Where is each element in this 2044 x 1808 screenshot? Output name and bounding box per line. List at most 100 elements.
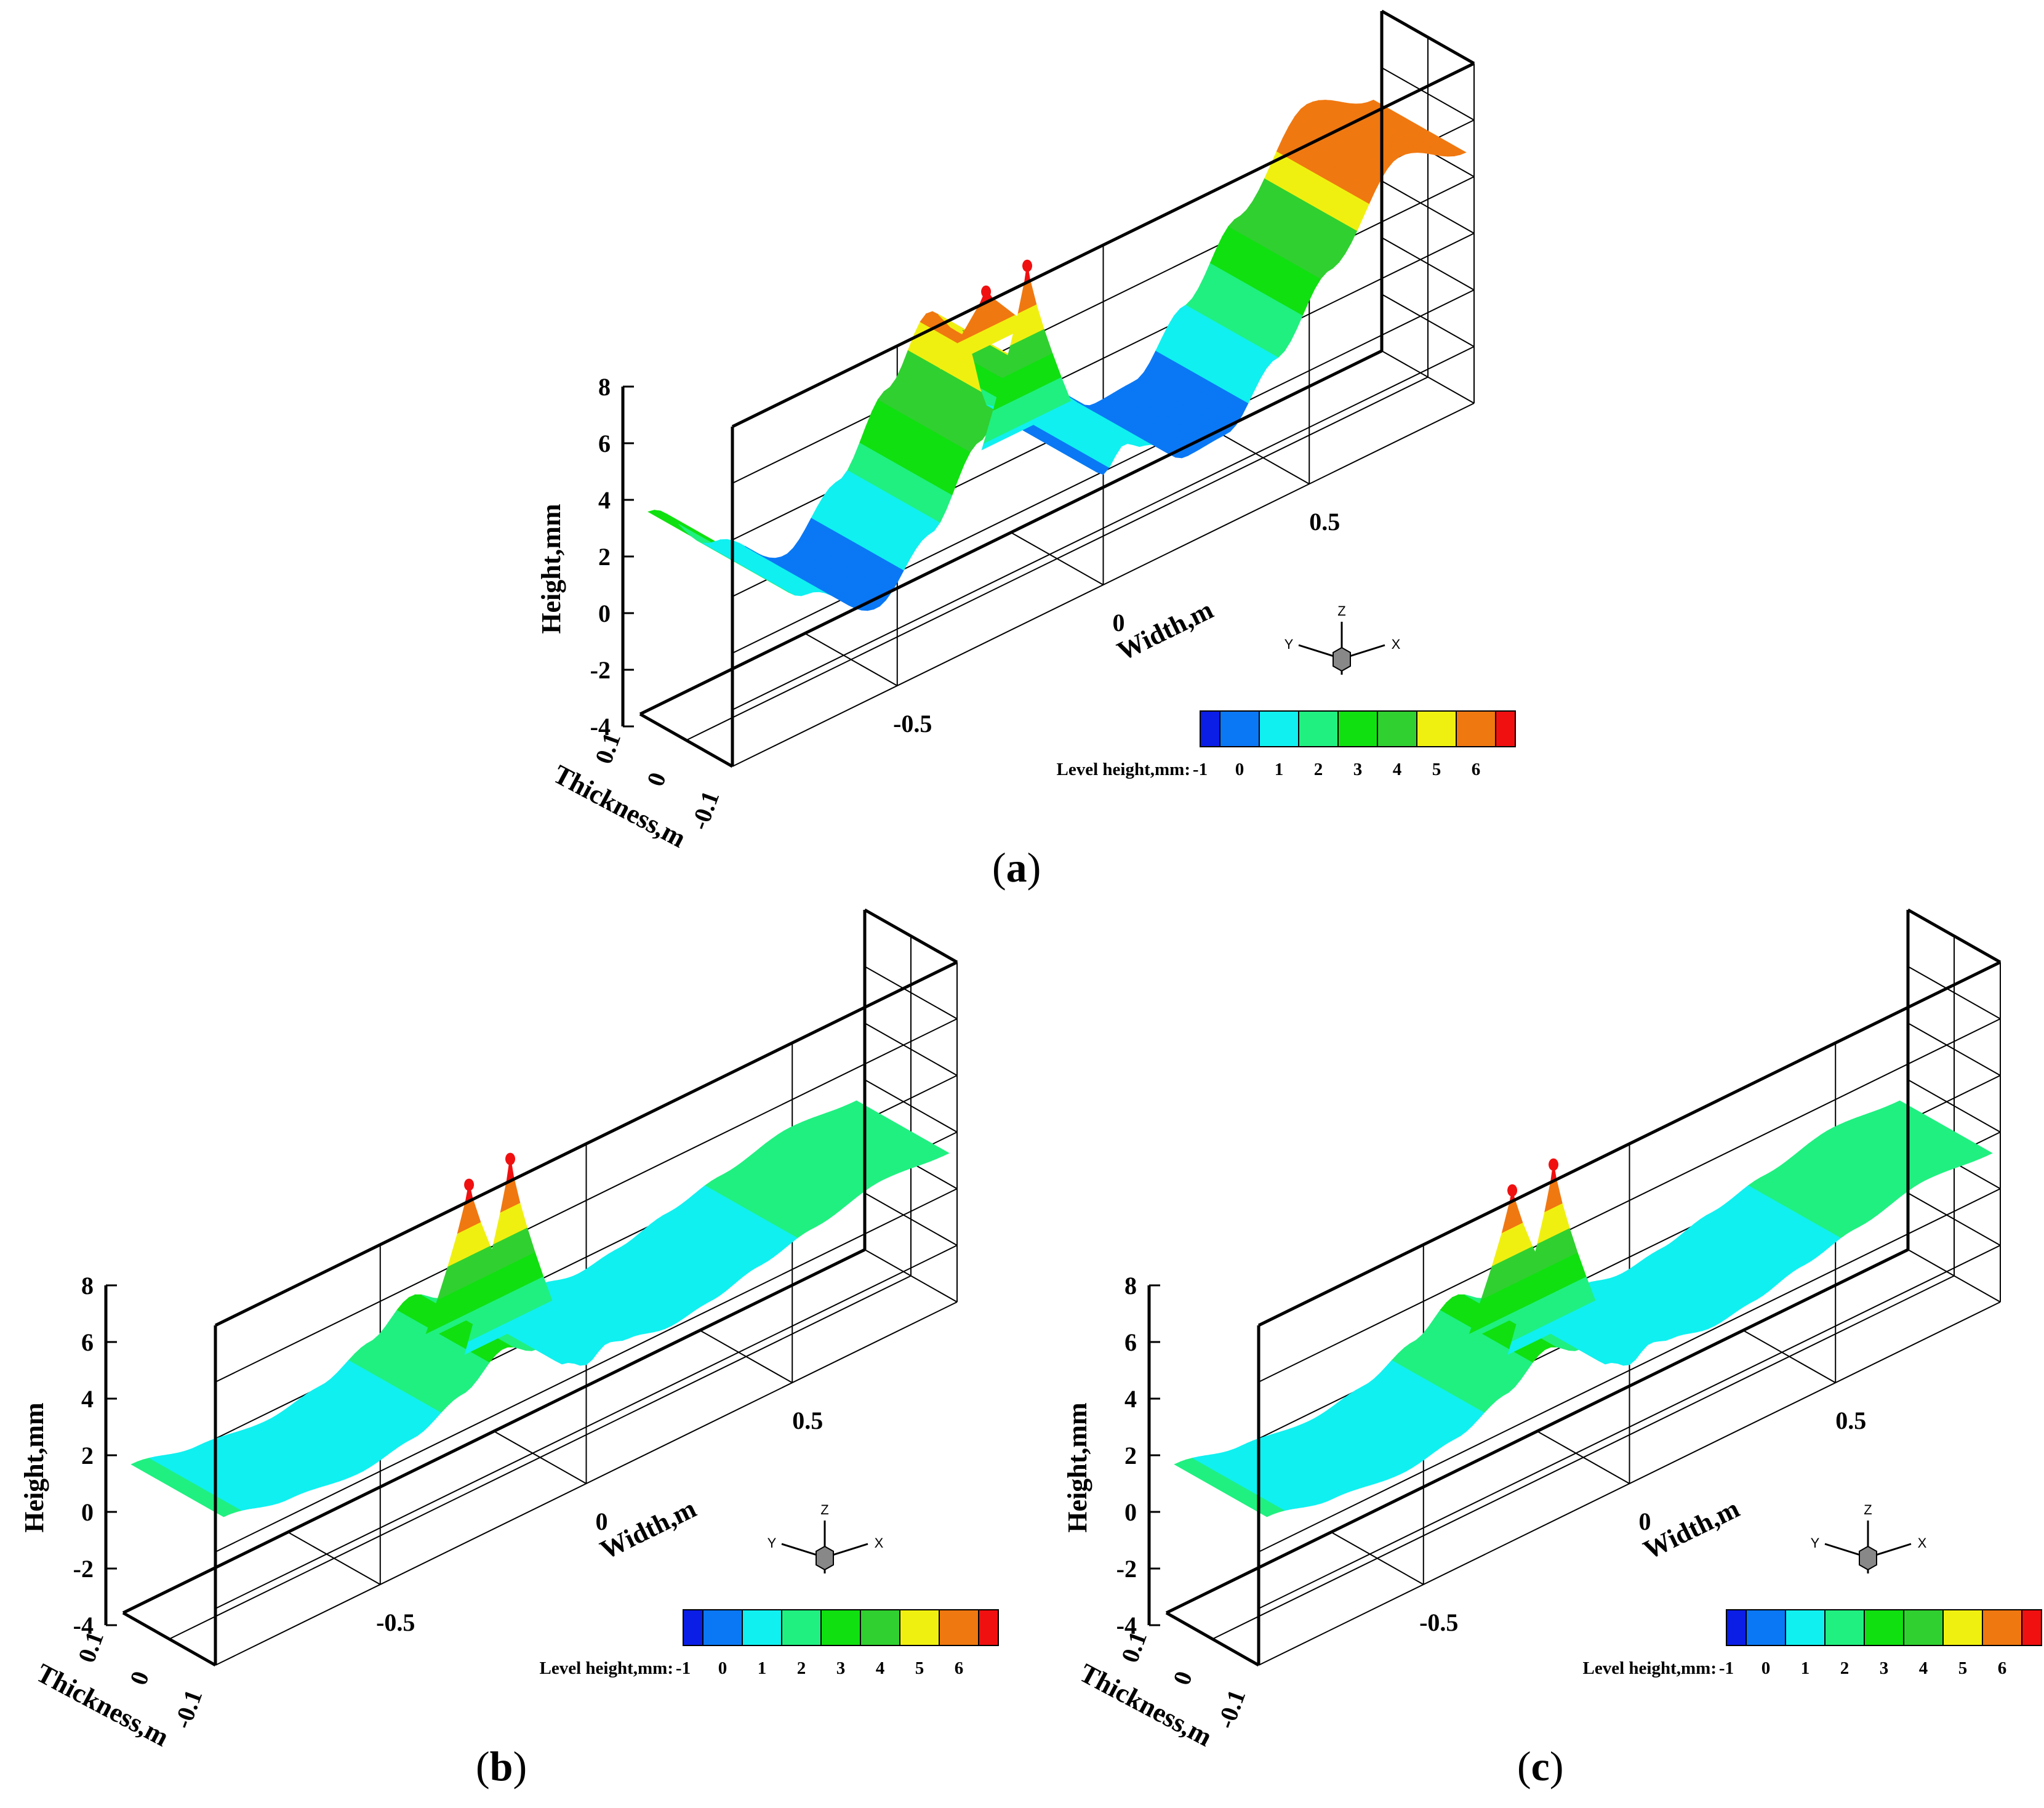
- frame-c: [1147, 908, 2002, 1667]
- legend-level-label: 4: [876, 1658, 885, 1678]
- legend-level-label: 0: [1761, 1658, 1771, 1678]
- legend-swatch: [1745, 1609, 1786, 1646]
- legend-level-label: 3: [1353, 760, 1363, 779]
- legend-swatch: [1259, 710, 1299, 747]
- legend-swatch: [683, 1609, 703, 1646]
- legend-level-label: 4: [1393, 760, 1402, 779]
- surface-c: [1174, 1100, 1993, 1517]
- z-tick-label: 6: [1124, 1328, 1137, 1356]
- peak-band: [506, 1156, 515, 1182]
- triad-z-label: Z: [1337, 603, 1345, 619]
- z-tick-label: 0: [598, 600, 611, 627]
- legend-swatch: [2021, 1609, 2042, 1646]
- z-tick-label: 2: [81, 1442, 94, 1469]
- triad-cube: [1859, 1545, 1877, 1571]
- z-tick-label: -2: [1116, 1555, 1137, 1583]
- legend-swatch: [781, 1609, 822, 1646]
- legend-level-label: 3: [836, 1658, 846, 1678]
- frame-edge: [214, 960, 958, 1327]
- legend-level-label: 3: [1880, 1658, 1889, 1678]
- legend-level-label: -1: [1193, 760, 1208, 779]
- x-axis-label: Width,m: [1638, 1493, 1744, 1565]
- floor-centerline: [686, 376, 1429, 741]
- legend-swatch: [1903, 1609, 1944, 1646]
- z-tick-label: -4: [590, 713, 611, 741]
- chart-panel-c: 8 6 4 2 0 -2 -4 -0.5 0 0.5 0.1 0 -0.1 Height,mm Width,…: [1043, 899, 2044, 1753]
- legend-swatch: [860, 1609, 900, 1646]
- z-tick-label: 8: [598, 373, 611, 401]
- legend-swatch: [742, 1609, 782, 1646]
- peak-1: [981, 285, 992, 298]
- peak-2: [1549, 1158, 1559, 1171]
- y-axis-label: Thickness,m: [31, 1658, 174, 1753]
- x-tick-label: 0: [596, 1508, 608, 1535]
- peak-1: [1507, 1184, 1518, 1197]
- z-axis-label: Height,mm: [536, 504, 566, 633]
- frame-edge: [1165, 1611, 1260, 1667]
- z-axis-label: Height,mm: [1062, 1402, 1092, 1532]
- legend-swatch: [1416, 710, 1457, 747]
- legend-swatch: [1982, 1609, 2022, 1646]
- y-axis-label: Thickness,m: [548, 759, 691, 854]
- legend-title: Level height,mm:: [1583, 1658, 1717, 1678]
- triad-y-label: Y: [1285, 637, 1294, 652]
- triad-y-label: Y: [1811, 1535, 1820, 1551]
- legend-level-label: 5: [1432, 760, 1441, 779]
- z-tick-label: 0: [81, 1498, 94, 1526]
- legend-level-label: -1: [1719, 1658, 1734, 1678]
- chart-panel-a: 8 6 4 2 0 -2 -4 -0.5 0 0.5 0.1 0 -0.1 Height,mm Width,…: [517, 0, 1533, 854]
- peak-2: [505, 1152, 516, 1165]
- frame-edge: [122, 1248, 866, 1615]
- caption-c: (c): [1517, 1743, 1564, 1790]
- x-tick-label: -0.5: [1419, 1609, 1458, 1636]
- triad-y-label: Y: [768, 1535, 777, 1551]
- triad-x-label: X: [1918, 1535, 1927, 1551]
- frame-edge: [864, 908, 958, 964]
- floor-centerline: [1212, 1275, 1955, 1640]
- legend-b: Level height,mm: -1 0 1 2 3 4 5 6: [540, 1609, 999, 1678]
- frame-edge: [1381, 9, 1475, 65]
- legend-level-label: 5: [1958, 1658, 1968, 1678]
- x-tick-label: 0: [1113, 609, 1125, 637]
- x-tick-label: 0: [1639, 1508, 1651, 1535]
- legend-swatch: [1495, 710, 1516, 747]
- legend-a: Level height,mm: -1 0 1 2 3 4 5 6: [1057, 710, 1516, 779]
- z-tick-label: -2: [73, 1555, 94, 1583]
- z-tick-label: 0: [1124, 1498, 1137, 1526]
- surface-strip: [849, 1100, 950, 1157]
- frame-edge: [1907, 908, 2002, 964]
- chart-panel-b: 8 6 4 2 0 -2 -4 -0.5 0 0.5 0.1 0 -0.1 Height,mm Width,…: [0, 899, 1016, 1753]
- caption-c-label: c: [1531, 1743, 1550, 1790]
- legend-swatch: [899, 1609, 940, 1646]
- y-tick-label: 0: [641, 769, 671, 790]
- legend-level-label: 4: [1919, 1658, 1928, 1678]
- frame-edge: [122, 1611, 217, 1667]
- legend-level-label: 0: [1235, 760, 1244, 779]
- x-axis-label: Width,m: [595, 1493, 700, 1565]
- z-tick-label: 6: [81, 1328, 94, 1356]
- x-axis-label: Width,m: [1112, 595, 1217, 667]
- z-tick-label: -4: [1116, 1612, 1137, 1639]
- x-tick-label: -0.5: [893, 710, 932, 737]
- z-tick-label: 8: [81, 1272, 94, 1300]
- axis-triad-b: Z Y X: [768, 1502, 884, 1573]
- z-axis-label: Height,mm: [19, 1402, 49, 1532]
- legend-swatch: [1785, 1609, 1826, 1646]
- legend-title: Level height,mm:: [1057, 760, 1190, 779]
- legend-swatch: [1726, 1609, 1747, 1646]
- frame-edge: [639, 349, 1383, 716]
- x-tick-label: 0.5: [1309, 508, 1340, 536]
- peak-2: [1022, 259, 1033, 272]
- x-tick-label: 0.5: [792, 1407, 823, 1434]
- legend-level-label: -1: [676, 1658, 691, 1678]
- triad-x-label: X: [1392, 637, 1401, 652]
- floor-centerline: [169, 1275, 912, 1640]
- legend-level-label: 6: [1998, 1658, 2007, 1678]
- legend-level-label: 1: [758, 1658, 767, 1678]
- legend-level-label: 6: [1472, 760, 1481, 779]
- frame-edge: [1257, 960, 2002, 1327]
- y-tick-label: 0: [124, 1668, 154, 1689]
- z-tick-label: 4: [598, 486, 611, 514]
